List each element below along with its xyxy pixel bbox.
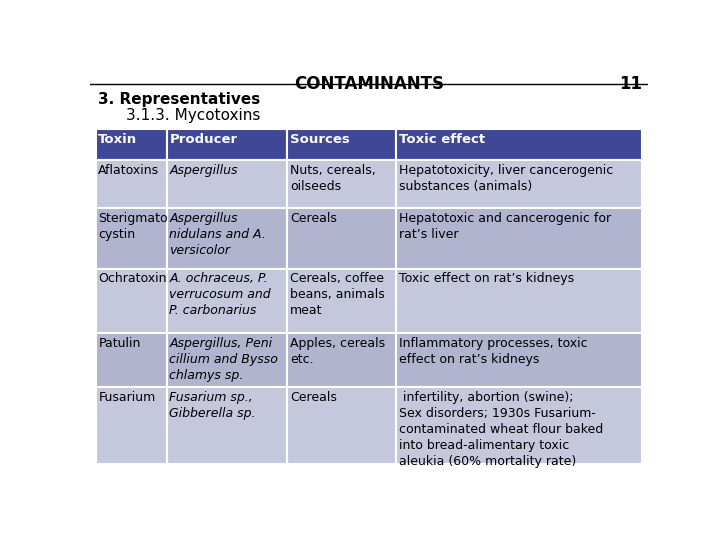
Text: Aflatoxins: Aflatoxins xyxy=(99,164,160,177)
Text: Cereals, coffee
beans, animals
meat: Cereals, coffee beans, animals meat xyxy=(289,272,384,318)
Text: Aspergillus: Aspergillus xyxy=(169,164,238,177)
Bar xyxy=(287,268,396,333)
Text: Aspergillus
nidulans and A.
versicolor: Aspergillus nidulans and A. versicolor xyxy=(169,212,266,257)
Bar xyxy=(396,333,642,387)
Bar xyxy=(287,208,396,268)
Bar xyxy=(166,387,287,464)
Text: Hepatotoxicity, liver cancerogenic
substances (animals): Hepatotoxicity, liver cancerogenic subst… xyxy=(399,164,613,193)
Text: Sterigmato
cystin: Sterigmato cystin xyxy=(99,212,168,241)
Bar xyxy=(166,208,287,268)
Bar xyxy=(96,333,166,387)
Text: Inflammatory processes, toxic
effect on rat’s kidneys: Inflammatory processes, toxic effect on … xyxy=(399,337,588,366)
Bar xyxy=(96,268,166,333)
Bar xyxy=(96,160,166,208)
Bar xyxy=(166,160,287,208)
Bar xyxy=(396,129,642,160)
Text: Producer: Producer xyxy=(169,133,238,146)
Text: Toxic effect on rat’s kidneys: Toxic effect on rat’s kidneys xyxy=(399,272,575,285)
Text: 3.1.3. Mycotoxins: 3.1.3. Mycotoxins xyxy=(126,109,261,124)
Bar xyxy=(287,387,396,464)
Text: Hepatotoxic and cancerogenic for
rat’s liver: Hepatotoxic and cancerogenic for rat’s l… xyxy=(399,212,611,241)
Text: Toxic effect: Toxic effect xyxy=(399,133,485,146)
Text: 11: 11 xyxy=(619,75,642,93)
Bar xyxy=(396,160,642,208)
Text: Sources: Sources xyxy=(289,133,349,146)
Bar xyxy=(166,129,287,160)
Text: Nuts, cereals,
oilseeds: Nuts, cereals, oilseeds xyxy=(289,164,376,193)
Text: Ochratoxin: Ochratoxin xyxy=(99,272,167,285)
Text: A. ochraceus, P.
verrucosum and
P. carbonarius: A. ochraceus, P. verrucosum and P. carbo… xyxy=(169,272,271,318)
Text: infertility, abortion (swine);
Sex disorders; 1930s Fusarium-
contaminated wheat: infertility, abortion (swine); Sex disor… xyxy=(399,391,603,468)
Text: Apples, cereals
etc.: Apples, cereals etc. xyxy=(289,337,385,366)
Bar xyxy=(396,208,642,268)
Text: 3. Representatives: 3. Representatives xyxy=(99,92,261,107)
Text: Patulin: Patulin xyxy=(99,337,140,350)
Bar xyxy=(96,387,166,464)
Bar xyxy=(396,387,642,464)
Text: Cereals: Cereals xyxy=(289,391,337,404)
Text: Aspergillus, Peni
cillium and Bysso
chlamys sp.: Aspergillus, Peni cillium and Bysso chla… xyxy=(169,337,279,382)
Text: Toxin: Toxin xyxy=(99,133,138,146)
Bar xyxy=(96,129,166,160)
Bar xyxy=(287,333,396,387)
Text: Fusarium sp.,
Gibberella sp.: Fusarium sp., Gibberella sp. xyxy=(169,391,256,420)
Text: CONTAMINANTS: CONTAMINANTS xyxy=(294,75,444,93)
Bar xyxy=(96,208,166,268)
Bar xyxy=(396,268,642,333)
Text: Cereals: Cereals xyxy=(289,212,337,225)
Bar xyxy=(287,129,396,160)
Bar xyxy=(166,268,287,333)
Bar xyxy=(166,333,287,387)
Text: Fusarium: Fusarium xyxy=(99,391,156,404)
Bar xyxy=(287,160,396,208)
